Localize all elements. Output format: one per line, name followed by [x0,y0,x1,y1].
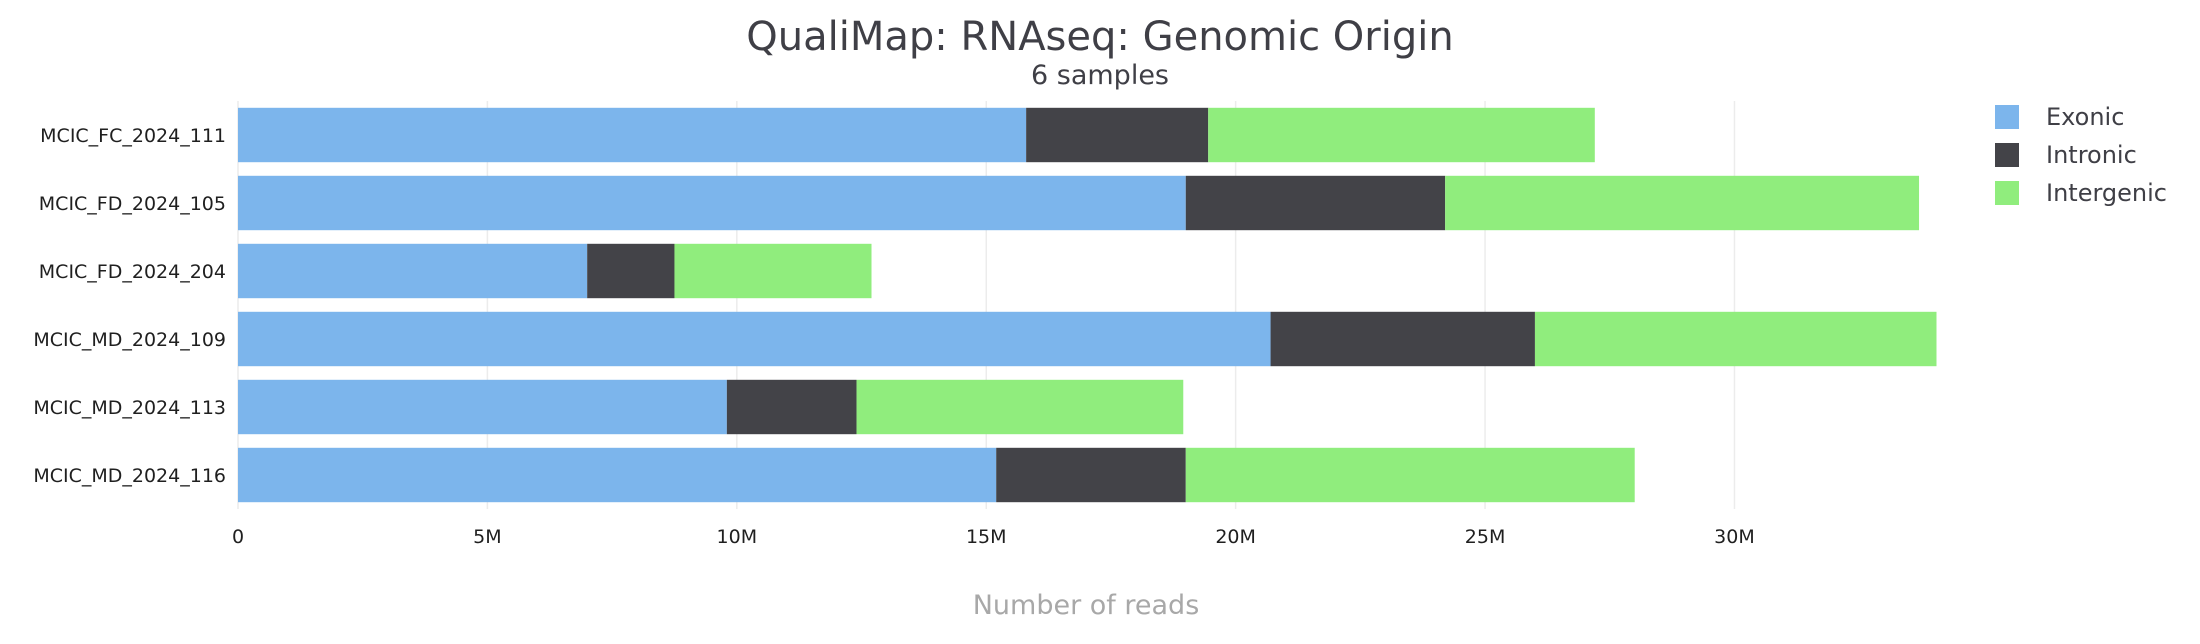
bar-mcic-md-2024-113-exonic[interactable] [238,379,727,435]
gridlines [237,101,1736,509]
x-axis-label: Number of reads [973,590,1200,621]
bar-mcic-md-2024-116-intronic[interactable] [996,447,1186,503]
bar-mcic-fc-2024-111-exonic[interactable] [238,107,1027,163]
legend-item-intronic[interactable]: Intronic [1995,141,2137,169]
legend: Exonic Intronic Intergenic [1995,103,2167,207]
y-tick-label: MCIC_FC_2024_111 [40,125,226,147]
bar-mcic-fd-2024-204-exonic[interactable] [238,243,588,299]
y-tick-label: MCIC_MD_2024_116 [33,465,226,487]
legend-swatch [1995,143,2019,167]
x-tick-label: 20M [1215,526,1256,548]
x-tick-label: 25M [1465,526,1506,548]
legend-swatch [1995,105,2019,129]
bars [238,107,1937,503]
bar-mcic-fd-2024-105-intergenic[interactable] [1445,175,1920,231]
legend-label: Intergenic [2046,179,2167,207]
chart-subtitle: 6 samples [1031,60,1169,91]
x-tick-label: 10M [717,526,758,548]
legend-item-exonic[interactable]: Exonic [1995,103,2124,131]
bar-mcic-md-2024-116-exonic[interactable] [238,447,997,503]
y-tick-label: MCIC_FD_2024_204 [39,261,226,283]
legend-label: Intronic [2046,141,2137,169]
legend-swatch [1995,181,2019,205]
bar-mcic-fc-2024-111-intergenic[interactable] [1208,107,1595,163]
y-axis-ticks: MCIC_FC_2024_111 MCIC_FD_2024_105 MCIC_FD_… [33,125,226,487]
y-tick-label: MCIC_FD_2024_105 [39,193,226,215]
legend-label: Exonic [2046,103,2124,131]
y-tick-label: MCIC_MD_2024_113 [33,397,226,419]
bar-mcic-fd-2024-105-intronic[interactable] [1185,175,1446,231]
bar-mcic-md-2024-113-intronic[interactable] [726,379,857,435]
chart-title: QualiMap: RNAseq: Genomic Origin [746,14,1453,60]
bar-mcic-fd-2024-204-intergenic[interactable] [674,243,872,299]
bar-mcic-fd-2024-105-exonic[interactable] [238,175,1186,231]
bar-mcic-md-2024-109-exonic[interactable] [238,311,1271,367]
bar-mcic-md-2024-116-intergenic[interactable] [1185,447,1635,503]
x-tick-label: 30M [1714,526,1755,548]
x-tick-label: 15M [966,526,1007,548]
bar-mcic-md-2024-113-intergenic[interactable] [856,379,1184,435]
bar-mcic-fc-2024-111-intronic[interactable] [1026,107,1209,163]
bar-mcic-md-2024-109-intergenic[interactable] [1534,311,1937,367]
legend-item-intergenic[interactable]: Intergenic [1995,179,2167,207]
x-tick-label: 0 [232,526,244,548]
x-tick-label: 5M [473,526,501,548]
x-axis-ticks: 0 5M 10M 15M 20M 25M 30M [232,526,1755,548]
bar-mcic-fd-2024-204-intronic[interactable] [587,243,675,299]
y-tick-label: MCIC_MD_2024_109 [33,329,226,351]
bar-mcic-md-2024-109-intronic[interactable] [1270,311,1535,367]
